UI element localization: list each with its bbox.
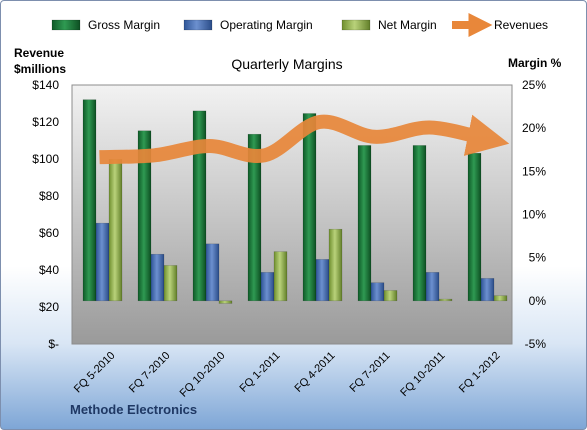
net-margin-legend-swatch — [341, 19, 371, 31]
gross-margin-bar — [137, 130, 152, 302]
right-axis-tick-label: 10% — [522, 208, 546, 222]
revenues-legend-label: Revenues — [494, 18, 548, 32]
left-axis-ticks: $- $20 $40 $60 $80 $100 $120 $140 — [32, 78, 59, 351]
x-axis-tick-label: FQ 4-2011 — [293, 350, 338, 395]
net-margin-bar — [328, 228, 343, 302]
right-axis-tick-label: 25% — [522, 78, 546, 92]
right-axis-tick-label: -5% — [525, 337, 547, 351]
operating-margin-bar — [150, 253, 165, 302]
x-axis-tick-label: FQ 1-2012 — [457, 350, 503, 396]
right-axis-tick-label: 0% — [529, 294, 547, 308]
left-axis-tick-label: $- — [48, 337, 59, 351]
net-margin-bar — [108, 158, 123, 302]
y-axis-right-label: Margin % — [508, 56, 562, 70]
right-axis-tick-label: 15% — [522, 164, 546, 178]
x-axis-tick-label: FQ 10-2010 — [178, 350, 228, 400]
operating-margin-bar — [205, 243, 220, 302]
right-axis-tick-label: 20% — [522, 121, 546, 135]
operating-margin-bar — [480, 278, 495, 302]
gross-margin-bar — [82, 99, 97, 302]
left-axis-tick-label: $120 — [32, 115, 59, 129]
net-margin-bar — [163, 265, 178, 302]
left-axis-tick-label: $100 — [32, 152, 59, 166]
gross-margin-legend-label: Gross Margin — [88, 18, 160, 32]
right-axis-tick-label: 5% — [529, 251, 547, 265]
x-axis-ticks: FQ 5-2010 FQ 7-2010 FQ 10-2010 FQ 1-2011 FQ … — [72, 350, 503, 400]
x-axis-tick-label: FQ 7-2011 — [348, 350, 393, 395]
net-margin-bar — [438, 298, 453, 302]
operating-margin-legend-label: Operating Margin — [220, 18, 313, 32]
left-axis-tick-label: $40 — [39, 263, 59, 277]
left-axis-tick-label: $20 — [39, 300, 59, 314]
operating-margin-bar — [260, 272, 275, 302]
company-name: Methode Electronics — [70, 402, 198, 417]
left-axis-tick-label: $80 — [39, 189, 59, 203]
y-axis-left-label-line2: $millions — [14, 62, 66, 76]
gross-margin-bar — [412, 145, 427, 302]
operating-margin-bar — [315, 259, 330, 302]
operating-margin-legend-swatch — [183, 19, 213, 31]
x-axis-tick-label: FQ 10-2011 — [398, 350, 447, 399]
left-axis-tick-label: $60 — [39, 226, 59, 240]
bar-series-group — [82, 99, 508, 304]
left-axis-tick-label: $140 — [32, 78, 59, 92]
chart-title: Quarterly Margins — [231, 56, 342, 72]
gross-margin-bar — [192, 110, 207, 302]
right-axis-ticks: -5% 0% 5% 10% 15% 20% 25% — [522, 78, 546, 351]
gross-margin-bar — [247, 133, 262, 302]
gross-margin-bar — [302, 113, 317, 302]
net-margin-bar — [493, 295, 508, 302]
operating-margin-bar — [95, 222, 110, 302]
net-margin-bar — [383, 290, 398, 302]
legend: Gross Margin Operating Margin Net Margin Re… — [51, 13, 548, 37]
x-axis-tick-label: FQ 7-2010 — [127, 350, 173, 396]
revenues-line — [99, 114, 510, 165]
y-axis-left-label-line1: Revenue — [14, 46, 64, 60]
net-margin-legend-label: Net Margin — [378, 18, 437, 32]
gross-margin-bar — [357, 145, 372, 302]
gross-margin-bar — [467, 152, 482, 302]
operating-margin-bar — [370, 282, 385, 302]
x-axis-tick-label: FQ 5-2010 — [72, 350, 118, 396]
net-margin-bar — [273, 251, 288, 302]
revenue-series-group — [99, 114, 510, 165]
operating-margin-bar — [425, 272, 440, 302]
gross-margin-legend-swatch — [51, 19, 81, 31]
net-margin-bar — [218, 300, 233, 304]
x-axis-tick-label: FQ 1-2011 — [238, 350, 283, 395]
